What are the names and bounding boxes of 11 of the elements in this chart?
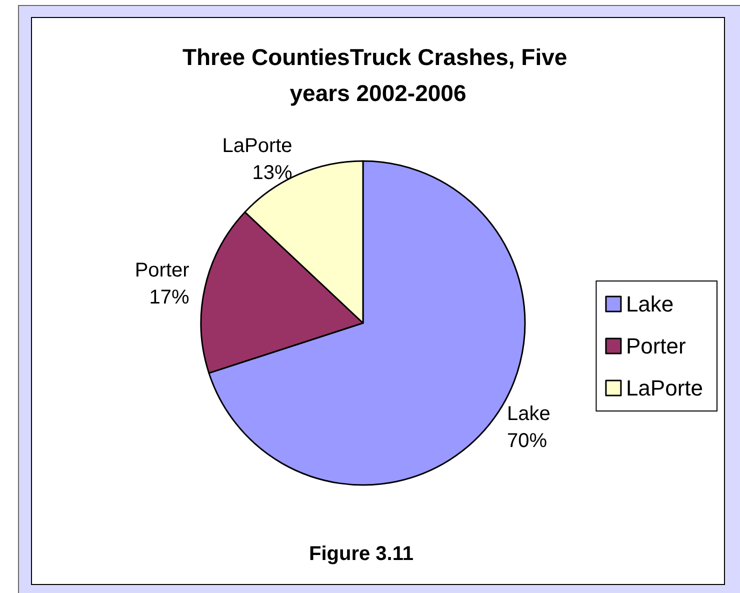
data-label: 13% — [252, 162, 293, 184]
slice-label: LaPorte — [222, 135, 292, 158]
legend-label: Porter — [626, 334, 686, 358]
slice-label: Lake — [507, 403, 550, 426]
legend-label: LaPorte — [626, 376, 704, 400]
data-label: 70% — [507, 430, 548, 452]
chart-title: Three CountiesTruck Crashes, Five years 2002-2006 — [182, 44, 574, 106]
slice-label: Porter — [134, 260, 190, 282]
caption: Figure 3.11 — [309, 543, 414, 565]
legend-label: Lake — [626, 292, 674, 316]
data-label: 17% — [149, 286, 190, 309]
